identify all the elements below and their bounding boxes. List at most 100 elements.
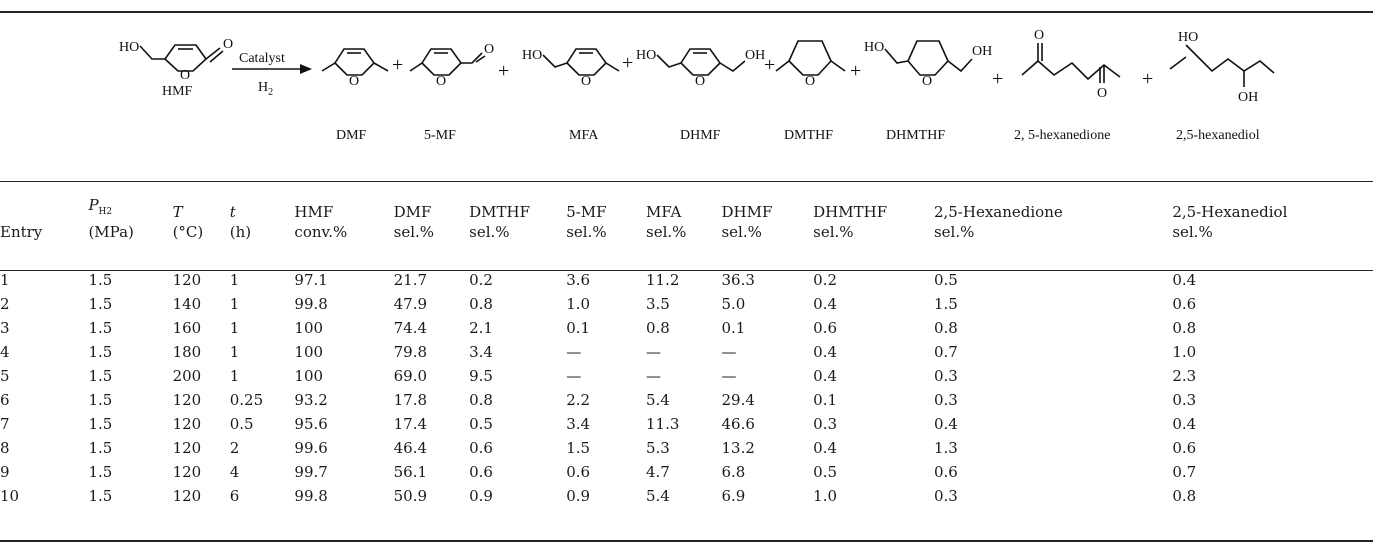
product-label: 2, 5-hexanedione [1014, 128, 1110, 143]
table-cell: 0.6 [469, 439, 493, 457]
table-cell: 140 [172, 295, 202, 313]
table-cell: 2 [0, 295, 10, 313]
table-cell: 21.7 [393, 271, 428, 289]
table-cell: 79.8 [393, 343, 428, 361]
table-row: 6 1.5 120 0.25 93.2 17.8 0.8 2.2 5.4 29.4 0.1 0.3 0.… [0, 388, 1373, 412]
col-header-5mf-sel: 5-MF sel.% [566, 203, 607, 241]
table-cell: 5.4 [646, 391, 670, 409]
table-cell: 0.1 [566, 319, 591, 337]
table-cell: 5 [0, 367, 10, 385]
table-cell: 4 [0, 343, 10, 361]
table-cell: 0.25 [229, 391, 264, 409]
plus-sign: + [498, 60, 509, 82]
atom-label: O [1034, 28, 1044, 43]
atom-label: HO [1178, 30, 1198, 45]
atom-label: HO [864, 40, 884, 55]
plus-sign: + [992, 68, 1003, 90]
table-cell: 1 [229, 271, 240, 289]
table-cell: 3.6 [566, 271, 591, 289]
table-cell: 5.4 [646, 487, 670, 505]
plus-sign: + [622, 52, 633, 74]
table-cell: 0.3 [933, 391, 958, 409]
table-cell: 13.2 [721, 439, 755, 457]
atom-label: O [1097, 86, 1107, 101]
col-header-mfa-sel: MFA sel.% [646, 203, 687, 241]
table-cell: 0.8 [469, 295, 493, 313]
product-label: DMF [336, 128, 367, 143]
table-cell: 0.4 [933, 415, 958, 433]
table-row: 8 1.5 120 2 99.6 46.4 0.6 1.5 5.3 13.2 0.4 1.3 0.6 [0, 436, 1373, 460]
scheme-divider-rule [0, 181, 1373, 182]
table-row: 2 1.5 140 1 99.8 47.9 0.8 1.0 3.5 5.0 0.4 1.5 0.6 [0, 292, 1373, 316]
reaction-arrow: Catalyst H2 [232, 51, 312, 98]
table-cell: 50.9 [393, 487, 428, 505]
table-cell: 0.5 [469, 415, 493, 433]
col-header-dmthf-sel: DMTHF sel.% [469, 203, 531, 241]
table-cell: 0.8 [469, 391, 493, 409]
table-cell: — [566, 343, 582, 361]
table-cell: 0.9 [566, 487, 591, 505]
table-cell: 0.4 [813, 295, 838, 313]
table-cell: 0.4 [813, 343, 838, 361]
table-cell: 1.5 [88, 295, 113, 313]
bottom-rule [0, 540, 1373, 542]
table-cell: 99.6 [294, 439, 328, 457]
plus-sign: + [392, 54, 403, 76]
table-row: 5 1.5 200 1 100 69.0 9.5 — — — 0.4 0.3 2.3 [0, 364, 1373, 388]
table-cell: 8 [0, 439, 10, 457]
table-cell: 5.3 [646, 439, 670, 457]
table-cell: 0.6 [1172, 295, 1197, 313]
atom-label: HO [636, 48, 656, 63]
table-body: 1 1.5 120 1 97.1 21.7 0.2 3.6 11.2 36.3 0.2 0.5 0.4 2… [0, 256, 1373, 508]
table-cell: 200 [172, 367, 202, 385]
table-cell: 0.7 [1172, 463, 1197, 481]
table-row: 4 1.5 180 1 100 79.8 3.4 — — — 0.4 0.7 1.0 [0, 340, 1373, 364]
table-cell: 74.4 [393, 319, 428, 337]
table-cell: 100 [294, 343, 324, 361]
table-cell: 95.6 [294, 415, 328, 433]
product-label: DHMF [680, 128, 721, 143]
table-cell: 46.6 [721, 415, 755, 433]
table-cell: 46.4 [393, 439, 428, 457]
product-label: 5-MF [424, 128, 456, 143]
table-cell: 0.5 [813, 463, 838, 481]
col-header-pressure: PH2 (MPa) [88, 196, 134, 241]
table-row: 1 1.5 120 1 97.1 21.7 0.2 3.6 11.2 36.3 0.2 0.5 0.4 [0, 256, 1373, 292]
gas-label: H2 [258, 80, 273, 98]
table-cell: 0.3 [813, 415, 838, 433]
product-label: DHMTHF [886, 128, 945, 143]
catalyst-label: Catalyst [239, 51, 285, 66]
table-cell: 36.3 [721, 271, 755, 289]
table-cell: 0.6 [1172, 439, 1197, 457]
table-cell: 10 [0, 487, 20, 505]
dmthf-structure: O DMTHF [775, 40, 846, 143]
table-cell: 1 [0, 271, 10, 289]
table-cell: 100 [294, 319, 324, 337]
atom-label: OH [745, 48, 765, 63]
table-cell: 1 [229, 295, 240, 313]
table-cell: 1.5 [88, 439, 113, 457]
table-cell: 6.9 [721, 487, 746, 505]
table-cell: 5.0 [721, 295, 746, 313]
table-cell: 160 [172, 319, 202, 337]
table-row: 7 1.5 120 0.5 95.6 17.4 0.5 3.4 11.3 46.6 0.3 0.4 0.… [0, 412, 1373, 436]
table-cell: 1.5 [88, 391, 113, 409]
col-header-hmf-conv: HMF conv.% [294, 203, 348, 241]
plus-sign: + [850, 60, 861, 82]
top-rule [0, 11, 1373, 13]
table-cell: 7 [0, 415, 10, 433]
atom-label: OH [972, 44, 992, 59]
dhmf-structure: HO O OH DHMF [636, 48, 765, 143]
table-cell: 100 [294, 367, 324, 385]
table-cell: 11.2 [646, 271, 680, 289]
table-cell: 0.3 [933, 367, 958, 385]
table-cell: — [721, 367, 737, 385]
plus-sign: + [1142, 68, 1153, 90]
table-cell: 17.8 [393, 391, 428, 409]
table-cell: 120 [172, 487, 202, 505]
table-cell: 1.5 [933, 295, 958, 313]
table-cell: 120 [172, 415, 202, 433]
table-cell: 120 [172, 463, 202, 481]
table-cell: 0.6 [813, 319, 838, 337]
table-cell: 1.0 [1172, 343, 1197, 361]
